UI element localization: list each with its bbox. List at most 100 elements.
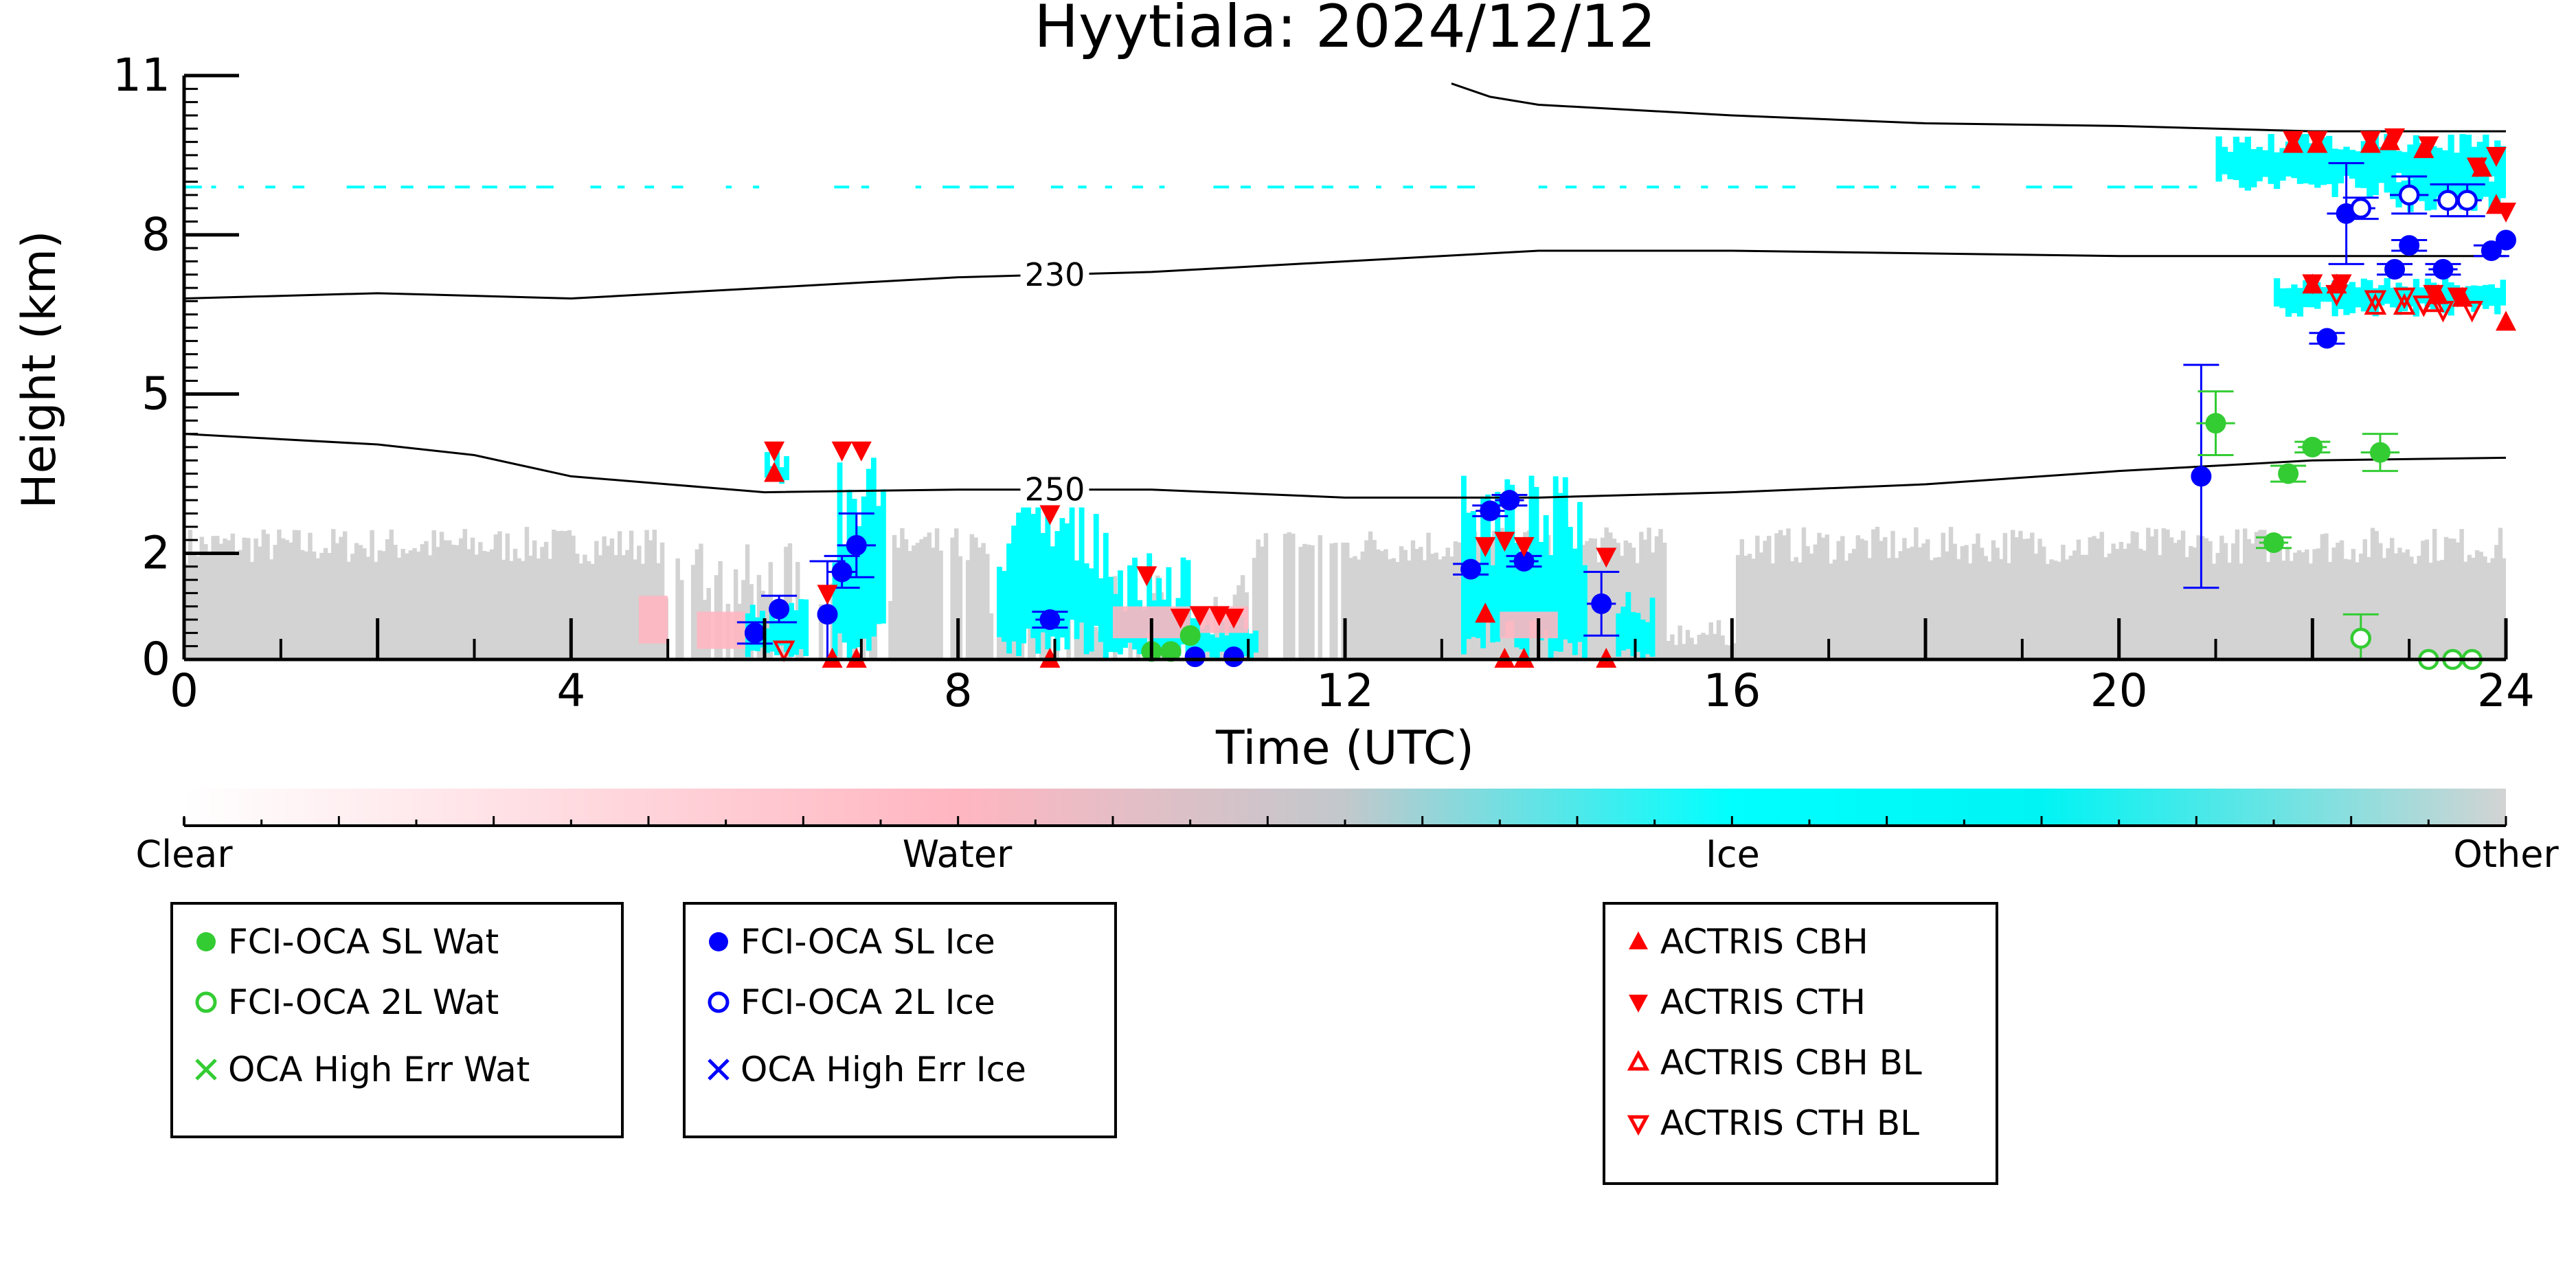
data-point — [2307, 131, 2328, 151]
contour-line — [184, 433, 2506, 499]
ice-cloud-column — [1548, 559, 1554, 659]
ice-thin-layer — [644, 185, 655, 189]
ice-cloud-column — [2239, 142, 2246, 188]
ice-cloud-column — [2419, 287, 2426, 304]
other-cloud-column — [238, 550, 243, 659]
ice-cloud-column — [803, 599, 809, 657]
ice-cloud-column — [2326, 135, 2333, 185]
ice-thin-layer — [2189, 185, 2197, 189]
data-point — [1039, 609, 1061, 631]
ice-cloud-column — [2314, 137, 2321, 188]
colorbar-label: Water — [903, 833, 1013, 876]
data-point — [2432, 301, 2454, 323]
ice-cloud-column — [2244, 137, 2251, 191]
data-point — [817, 585, 838, 605]
other-cloud-column — [1287, 532, 1291, 659]
other-cloud-column — [2397, 547, 2402, 659]
ice-cloud-column — [881, 489, 886, 624]
ice-cloud-column — [2355, 151, 2362, 188]
other-cloud-column — [927, 532, 932, 659]
other-cloud-column — [2115, 549, 2120, 659]
other-cloud-column — [1716, 620, 1721, 659]
other-cloud-column — [2227, 563, 2232, 659]
ice-thin-layer — [1782, 185, 1796, 189]
ice-cloud-column — [1088, 568, 1094, 652]
other-cloud-column — [304, 551, 309, 659]
other-cloud-column — [1677, 625, 1682, 659]
ice-cloud-column — [1103, 577, 1109, 659]
ice-cloud-column — [1577, 501, 1583, 642]
ice-cloud-column — [1552, 476, 1559, 615]
data-point — [850, 441, 872, 462]
data-point — [1460, 558, 1482, 580]
ice-cloud-column — [1064, 523, 1070, 650]
other-cloud-column — [2045, 563, 2050, 659]
other-cloud-column — [1128, 630, 1133, 659]
other-cloud-column — [1391, 558, 1397, 659]
ice-cloud-column — [2442, 171, 2449, 203]
other-cloud-column — [2498, 528, 2503, 659]
ice-cloud-column — [1016, 512, 1022, 656]
ice-cloud-column — [2476, 176, 2483, 200]
other-cloud-column — [1697, 634, 1702, 659]
ice-thin-layer — [969, 185, 988, 189]
ice-cloud-column — [2285, 288, 2292, 317]
other-cloud-column — [1991, 540, 1996, 659]
ice-cloud-column — [2424, 171, 2431, 211]
other-cloud-column — [1673, 644, 1679, 659]
ice-cloud-column — [784, 609, 790, 653]
data-point — [1499, 490, 1520, 511]
ice-cloud-column — [1476, 567, 1481, 638]
colorbar-label: Other — [2453, 833, 2559, 876]
other-cloud-column — [497, 531, 502, 659]
open-triangle-down-icon — [1627, 1115, 1650, 1136]
ice-cloud-column — [2215, 136, 2222, 182]
other-cloud-column — [331, 529, 336, 659]
other-cloud-column — [509, 561, 514, 659]
other-cloud-column — [2083, 554, 2089, 659]
other-cloud-column — [1925, 539, 1930, 659]
other-cloud-column — [1414, 549, 1419, 659]
other-cloud-column — [555, 531, 561, 659]
legend-item: ACTRIS CTH — [1622, 982, 1866, 1023]
ice-cloud-column — [1026, 504, 1032, 629]
other-cloud-column — [2064, 559, 2070, 659]
other-cloud-column — [934, 528, 940, 659]
ice-cloud-column — [2384, 134, 2391, 193]
other-cloud-column — [903, 539, 909, 659]
other-cloud-column — [2486, 563, 2492, 659]
other-cloud-column — [2018, 530, 2023, 659]
water-cloud-patch — [638, 596, 668, 644]
ice-thin-layer — [482, 185, 497, 189]
other-cloud-column — [1434, 552, 1438, 659]
contour-line — [184, 249, 2506, 300]
ice-cloud-column — [2343, 146, 2350, 176]
other-cloud-column — [2204, 538, 2209, 659]
other-cloud-column — [1252, 558, 1257, 659]
y-tick-label: 5 — [142, 368, 170, 420]
ice-cloud-column — [798, 599, 804, 649]
ice-thin-layer — [2107, 185, 2125, 189]
other-cloud-column — [1720, 635, 1725, 659]
ice-thin-layer — [238, 185, 244, 189]
ice-cloud-column — [1567, 576, 1573, 644]
ice-cloud-column — [1093, 514, 1099, 626]
other-cloud-column — [1941, 532, 1945, 659]
other-cloud-column — [308, 532, 313, 659]
ice-cloud-column — [1002, 571, 1007, 642]
other-cloud-column — [416, 551, 421, 659]
other-cloud-column — [2095, 539, 2101, 659]
other-cloud-column — [1387, 559, 1392, 659]
legend-water: FCI-OCA SL Wat FCI-OCA 2L Wat OCA High E… — [170, 902, 624, 1138]
ice-cloud-column — [837, 462, 843, 633]
other-cloud-column — [2072, 550, 2077, 659]
ice-cloud-column — [2506, 139, 2512, 195]
other-cloud-column — [528, 556, 533, 659]
other-cloud-column — [547, 558, 552, 659]
other-cloud-column — [1867, 558, 1872, 659]
ice-cloud-column — [997, 567, 1002, 637]
other-cloud-column — [690, 565, 696, 659]
other-cloud-column — [985, 554, 990, 659]
ice-cloud-column — [1040, 532, 1046, 633]
other-cloud-column — [319, 552, 324, 659]
